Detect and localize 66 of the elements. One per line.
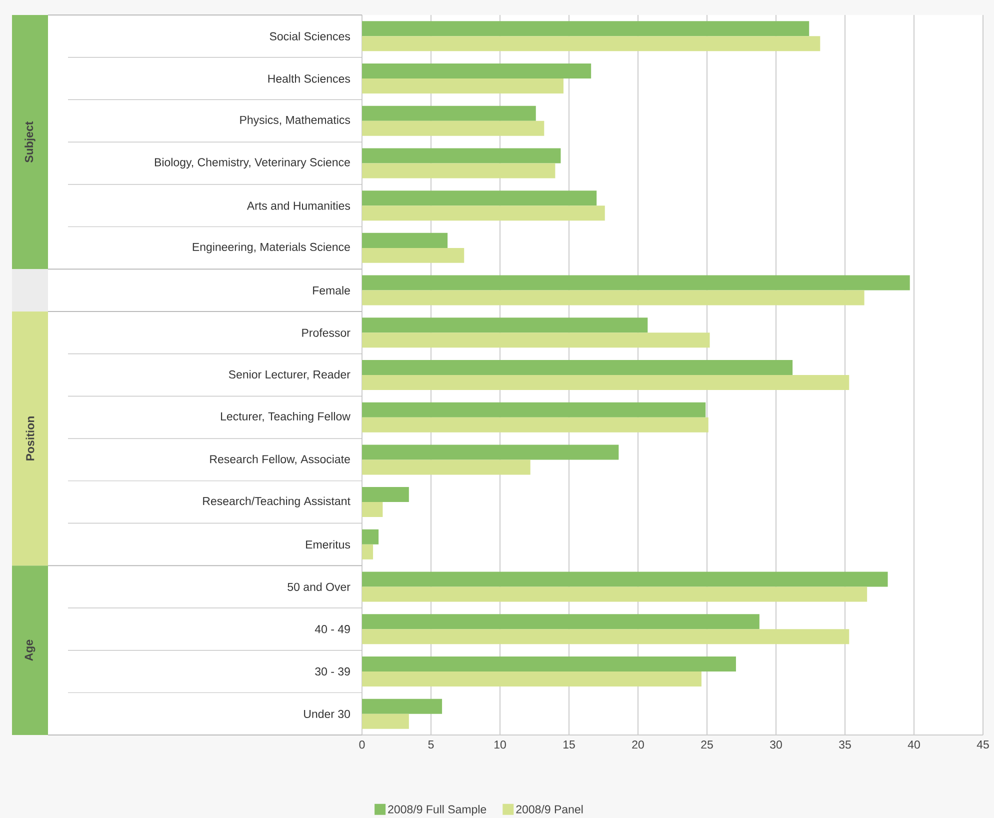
x-tick-label: 20	[632, 740, 644, 749]
bar	[362, 318, 648, 333]
x-tick-label: 45	[976, 740, 989, 749]
bar	[362, 163, 556, 178]
bar	[362, 487, 409, 502]
x-tick-label: 15	[563, 740, 575, 749]
y-tick-label: 40 - 49	[314, 625, 350, 634]
y-tick-label: Research Fellow, Associate	[210, 454, 350, 465]
bar	[362, 714, 409, 729]
x-tick-label: 40	[908, 740, 920, 749]
bar	[362, 290, 864, 306]
y-tick-label: Professor	[302, 328, 350, 337]
x-tick-label: 35	[839, 740, 851, 749]
y-tick-label: Physics, Mathematics	[240, 116, 350, 126]
y-tick-label: Under 30	[304, 710, 350, 718]
bar	[362, 629, 850, 644]
y-tick-label: Biology, Chemistry, Veterinary Science	[154, 158, 350, 169]
bar	[362, 78, 564, 94]
x-tick-label: 5	[428, 740, 434, 749]
bar	[362, 248, 464, 263]
bar	[362, 417, 708, 432]
bar	[362, 64, 592, 79]
y-tick-label: Health Sciences	[268, 74, 350, 83]
text: Position	[26, 416, 34, 460]
bar	[362, 120, 544, 136]
bar	[362, 529, 379, 544]
bar	[362, 502, 383, 518]
bar	[362, 21, 810, 36]
bar	[362, 572, 888, 587]
x-tick-label: 30	[770, 740, 782, 749]
bar	[362, 656, 736, 672]
x-tick-label: 10	[494, 740, 506, 749]
bar	[362, 106, 536, 121]
bar	[362, 275, 910, 290]
bar	[362, 190, 597, 206]
y-tick-label: 50 and Over	[288, 582, 350, 591]
text: Subject	[24, 121, 36, 162]
y-tick-label: Research/Teaching Assistant	[203, 496, 350, 508]
bar	[362, 36, 820, 52]
bar	[362, 374, 850, 390]
y-tick-label: Arts and Humanities	[246, 201, 350, 210]
bar	[362, 614, 760, 630]
bar	[362, 332, 710, 348]
y-tick-label: Senior Lecturer, Reader	[228, 370, 350, 380]
x-tick-label: 25	[701, 740, 713, 749]
y-tick-label: Female	[313, 286, 350, 295]
y-tick-label: Social Sciences	[270, 32, 350, 40]
y-tick-label: Emeritus	[306, 540, 350, 549]
bar	[362, 460, 530, 475]
bar	[362, 671, 702, 686]
x-tick-label: 0	[359, 740, 365, 749]
bar	[362, 148, 561, 164]
bar	[362, 698, 442, 714]
y-tick-label: 30 - 39	[315, 667, 350, 676]
bar	[362, 402, 706, 418]
bar	[362, 360, 793, 375]
legend-label: 2008/9 Panel	[516, 804, 583, 814]
bar	[362, 206, 605, 221]
text: Age	[24, 640, 36, 661]
y-tick-label: Lecturer, Teaching Fellow	[221, 412, 350, 423]
bar	[362, 586, 868, 602]
legend-label: 2008/9 Full Sample	[388, 804, 486, 816]
bar	[362, 544, 374, 560]
bar	[362, 444, 619, 460]
y-tick-label: Engineering, Materials Science	[192, 242, 350, 254]
bar	[362, 232, 448, 248]
